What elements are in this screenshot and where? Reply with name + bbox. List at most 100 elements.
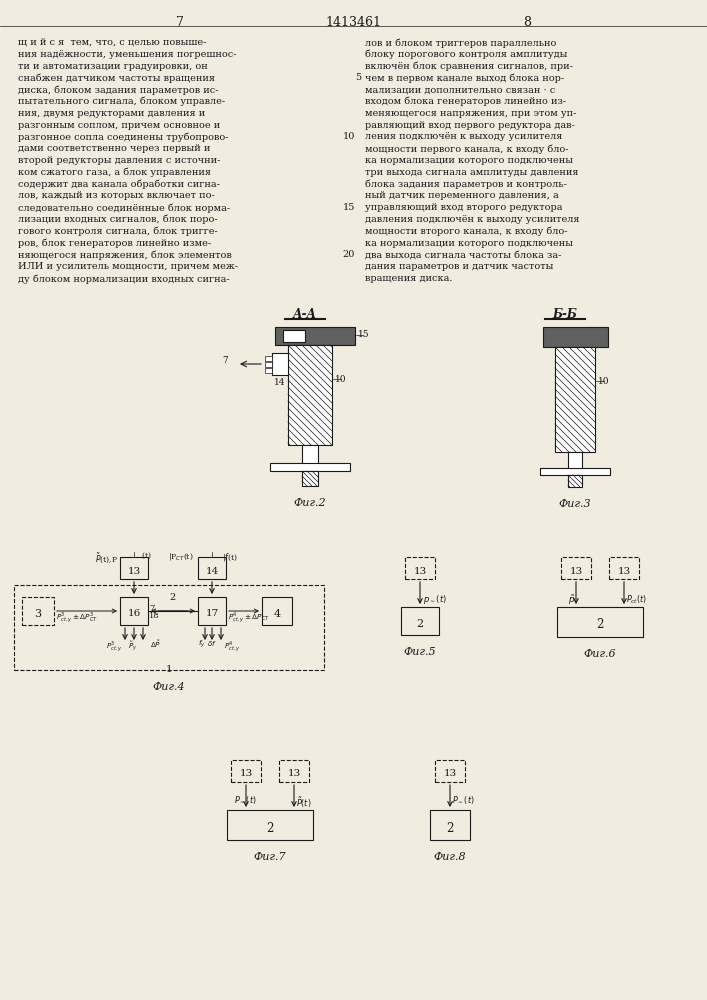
Bar (272, 353, 288, 375)
Text: диска, блоком задания параметров ис-: диска, блоком задания параметров ис- (18, 85, 218, 95)
Bar (557, 607, 643, 637)
Text: Фиг.3: Фиг.3 (559, 499, 591, 509)
Text: 15: 15 (343, 203, 355, 212)
Text: $\delta f$: $\delta f$ (207, 639, 217, 648)
Text: ния надёжности, уменьшения погрешнос-: ния надёжности, уменьшения погрешнос- (18, 50, 237, 59)
Bar (302, 471, 318, 486)
Text: $f_y$: $f_y$ (198, 639, 206, 650)
Text: вращения диска.: вращения диска. (365, 274, 452, 283)
Bar (430, 810, 470, 840)
Text: блока задания параметров и контроль-: блока задания параметров и контроль- (365, 180, 567, 189)
Text: гового контроля сигнала, блок тригге-: гового контроля сигнала, блок тригге- (18, 227, 218, 236)
Text: мощности первого канала, к входу бло-: мощности первого канала, к входу бло- (365, 144, 568, 154)
Text: $\Delta\tilde{P}$: $\Delta\tilde{P}$ (150, 639, 161, 650)
Text: 1: 1 (165, 665, 173, 674)
Text: Б-Б: Б-Б (553, 308, 578, 321)
Text: два выхода сигнала частоты блока за-: два выхода сигнала частоты блока за- (365, 250, 561, 259)
Bar (288, 345, 332, 445)
Text: Фиг.5: Фиг.5 (404, 647, 436, 657)
Text: 13: 13 (287, 770, 300, 778)
Text: мощности второго канала, к входу бло-: мощности второго канала, к входу бло- (365, 227, 568, 236)
Text: ров, блок генераторов линейно изме-: ров, блок генераторов линейно изме- (18, 239, 211, 248)
Text: разгонным соплом, причем основное и: разгонным соплом, причем основное и (18, 121, 221, 130)
Text: ления подключён к выходу усилителя: ления подключён к выходу усилителя (365, 132, 562, 141)
Text: $P_\sim(t)$: $P_\sim(t)$ (452, 795, 474, 806)
Bar (231, 760, 261, 782)
Text: блоку порогового контроля амплитуды: блоку порогового контроля амплитуды (365, 50, 568, 59)
Bar (561, 557, 591, 579)
Bar (540, 468, 610, 475)
Text: управляющий вход второго редуктора: управляющий вход второго редуктора (365, 203, 563, 212)
Bar (198, 597, 226, 625)
Text: 3: 3 (35, 609, 42, 619)
Text: 5: 5 (355, 73, 361, 82)
Text: мализации дополнительно связан · с: мализации дополнительно связан · с (365, 85, 555, 94)
Bar (14, 585, 324, 670)
Bar (568, 452, 582, 470)
Text: 17: 17 (205, 609, 218, 618)
Text: 13: 13 (443, 770, 457, 778)
Bar (543, 327, 608, 347)
Text: включён блок сравнения сигналов, при-: включён блок сравнения сигналов, при- (365, 62, 573, 71)
Bar (435, 760, 465, 782)
Bar (555, 347, 595, 452)
Text: чем в первом канале выход блока нор-: чем в первом канале выход блока нор- (365, 73, 564, 83)
Text: дания параметров и датчик частоты: дания параметров и датчик частоты (365, 262, 554, 271)
Text: 18: 18 (149, 612, 160, 620)
Text: ти и автоматизации градуировки, он: ти и автоматизации градуировки, он (18, 62, 208, 71)
Text: 7: 7 (222, 356, 228, 365)
Text: $P^4_{ct.y}$: $P^4_{ct.y}$ (224, 639, 241, 654)
Bar (198, 557, 226, 579)
Bar (265, 356, 272, 361)
Text: 2: 2 (416, 619, 423, 629)
Text: давления подключён к выходу усилителя: давления подключён к выходу усилителя (365, 215, 580, 224)
Text: Фиг.2: Фиг.2 (293, 498, 327, 508)
Text: лов, каждый из которых включает по-: лов, каждый из которых включает по- (18, 191, 215, 200)
Bar (405, 557, 435, 579)
Text: 13: 13 (127, 566, 141, 576)
Text: $P^3_{ct.y}$: $P^3_{ct.y}$ (106, 639, 123, 654)
Text: ный датчик переменного давления, а: ный датчик переменного давления, а (365, 191, 559, 200)
Text: 7: 7 (149, 604, 154, 612)
Text: входом блока генераторов линейно из-: входом блока генераторов линейно из- (365, 97, 566, 106)
Text: 2: 2 (446, 822, 454, 834)
Text: 2: 2 (267, 822, 274, 834)
Text: три выхода сигнала амплитуды давления: три выхода сигнала амплитуды давления (365, 168, 578, 177)
Bar (265, 368, 272, 373)
Bar (279, 760, 309, 782)
Text: $p_\sim(t)$: $p_\sim(t)$ (423, 593, 447, 606)
Text: второй редукторы давления с источни-: второй редукторы давления с источни- (18, 156, 221, 165)
Text: снабжен датчиком частоты вращения: снабжен датчиком частоты вращения (18, 73, 215, 83)
Text: разгонное сопла соединены трубопрово-: разгонное сопла соединены трубопрово- (18, 132, 228, 142)
Text: |P$_{CT}$(t): |P$_{CT}$(t) (168, 551, 194, 562)
Text: 13: 13 (569, 566, 583, 576)
Text: меняющегося напряжения, при этом уп-: меняющегося напряжения, при этом уп- (365, 109, 576, 118)
Text: 13: 13 (414, 566, 426, 576)
Text: содержит два канала обработки сигна-: содержит два канала обработки сигна- (18, 180, 220, 189)
Text: $P_{ct}(t)$: $P_{ct}(t)$ (626, 593, 647, 605)
Text: 13: 13 (617, 566, 631, 576)
Text: 7: 7 (176, 16, 184, 29)
Bar (262, 597, 292, 625)
Text: Фиг.8: Фиг.8 (433, 852, 467, 862)
Bar (283, 330, 305, 342)
Bar (265, 362, 272, 367)
Text: 2: 2 (170, 593, 176, 602)
Text: 14: 14 (205, 566, 218, 576)
Text: 10: 10 (343, 132, 355, 141)
Text: ИЛИ и усилитель мощности, причем меж-: ИЛИ и усилитель мощности, причем меж- (18, 262, 238, 271)
Text: $\tilde{P}$(t),P: $\tilde{P}$(t),P (95, 551, 118, 565)
Text: Фиг.4: Фиг.4 (153, 682, 185, 692)
Text: Фиг.6: Фиг.6 (584, 649, 617, 659)
Text: ком сжатого газа, а блок управления: ком сжатого газа, а блок управления (18, 168, 211, 177)
Text: |$f$(t): |$f$(t) (222, 551, 238, 563)
Text: 4: 4 (274, 609, 281, 619)
Text: $P_\sim(t)$: $P_\sim(t)$ (234, 795, 257, 806)
Text: 10: 10 (335, 375, 346, 384)
Bar (401, 607, 439, 635)
Text: няющегося напряжения, блок элементов: няющегося напряжения, блок элементов (18, 250, 232, 260)
Text: 15: 15 (358, 330, 370, 339)
Text: пытательного сигнала, блоком управле-: пытательного сигнала, блоком управле- (18, 97, 225, 106)
Text: Фиг.7: Фиг.7 (254, 852, 286, 862)
Bar (120, 597, 148, 625)
